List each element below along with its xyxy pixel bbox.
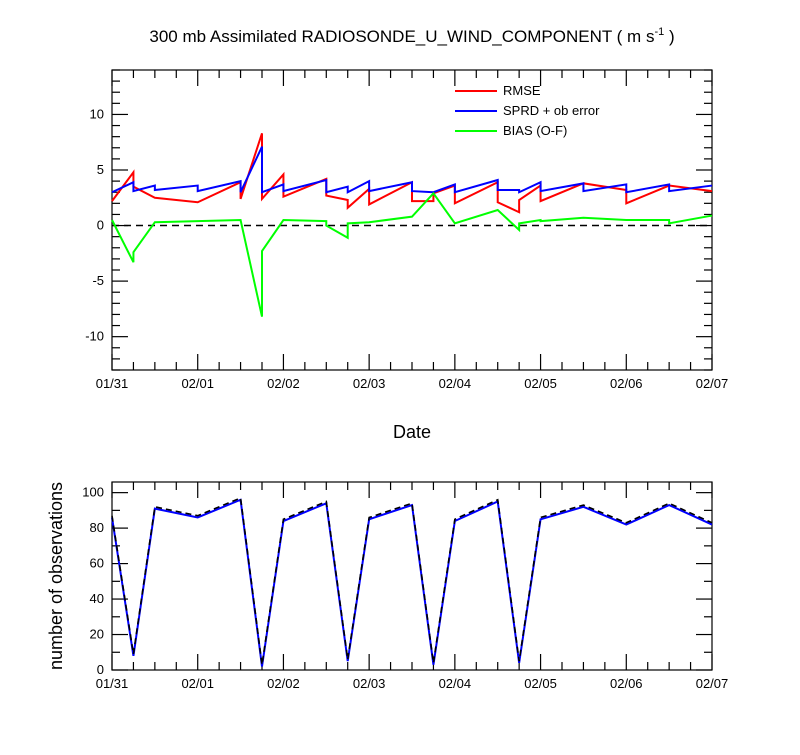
y-tick-label: 80	[90, 520, 104, 535]
top-x-tick-labels: 01/31 02/01 02/02 02/03 02/04 02/05 02/06 02/07	[96, 376, 729, 391]
y-tick-label: 0	[97, 662, 104, 677]
bottom-y-axis-label: number of observations	[46, 482, 66, 670]
legend: RMSE SPRD + ob error BIAS (O-F)	[455, 83, 600, 138]
top-series-group	[111, 133, 713, 317]
x-tick-label: 02/04	[439, 676, 472, 691]
top-chart-title: 300 mb Assimilated RADIOSONDE_U_WIND_COM…	[149, 26, 674, 46]
x-tick-label: 01/31	[96, 676, 129, 691]
x-tick-label: 02/05	[524, 376, 557, 391]
bottom-x-tick-labels: 01/31 02/01 02/02 02/03 02/04 02/05 02/06 02/07	[96, 676, 729, 691]
x-tick-label: 02/07	[696, 676, 729, 691]
y-tick-label: -5	[92, 273, 104, 288]
series-line-0-2	[111, 191, 713, 317]
x-tick-label: 02/07	[696, 376, 729, 391]
y-tick-label: 0	[97, 218, 104, 233]
y-tick-label: 40	[90, 591, 104, 606]
series-line-0-1	[111, 146, 713, 194]
series-line-1-1	[111, 496, 713, 665]
bottom-ticks	[111, 482, 713, 671]
legend-bias-label: BIAS (O-F)	[503, 123, 567, 138]
series-line-0-0	[111, 133, 713, 214]
series-line-1-0	[111, 498, 713, 667]
top-ticks	[111, 69, 713, 371]
legend-sprd-label: SPRD + ob error	[503, 103, 600, 118]
legend-rmse-label: RMSE	[503, 83, 541, 98]
x-tick-label: 02/03	[353, 376, 386, 391]
y-tick-label: 20	[90, 627, 104, 642]
y-tick-label: 60	[90, 556, 104, 571]
top-x-axis-label: Date	[393, 422, 431, 442]
x-tick-label: 02/06	[610, 376, 643, 391]
x-tick-label: 02/02	[267, 676, 300, 691]
x-tick-label: 02/05	[524, 676, 557, 691]
x-tick-label: 02/06	[610, 676, 643, 691]
y-tick-label: 100	[82, 485, 104, 500]
x-tick-label: 02/03	[353, 676, 386, 691]
x-tick-label: 02/01	[181, 376, 214, 391]
y-tick-label: 5	[97, 162, 104, 177]
x-tick-label: 02/04	[439, 376, 472, 391]
bottom-y-tick-labels: 0 20 40 60 80 100	[82, 485, 104, 677]
y-tick-label: -10	[85, 329, 104, 344]
x-tick-label: 01/31	[96, 376, 129, 391]
top-y-tick-labels: 10 5 0 -5 -10	[85, 106, 104, 343]
x-tick-label: 02/01	[181, 676, 214, 691]
x-tick-label: 02/02	[267, 376, 300, 391]
bottom-series-group	[111, 496, 713, 667]
y-tick-label: 10	[90, 106, 104, 121]
